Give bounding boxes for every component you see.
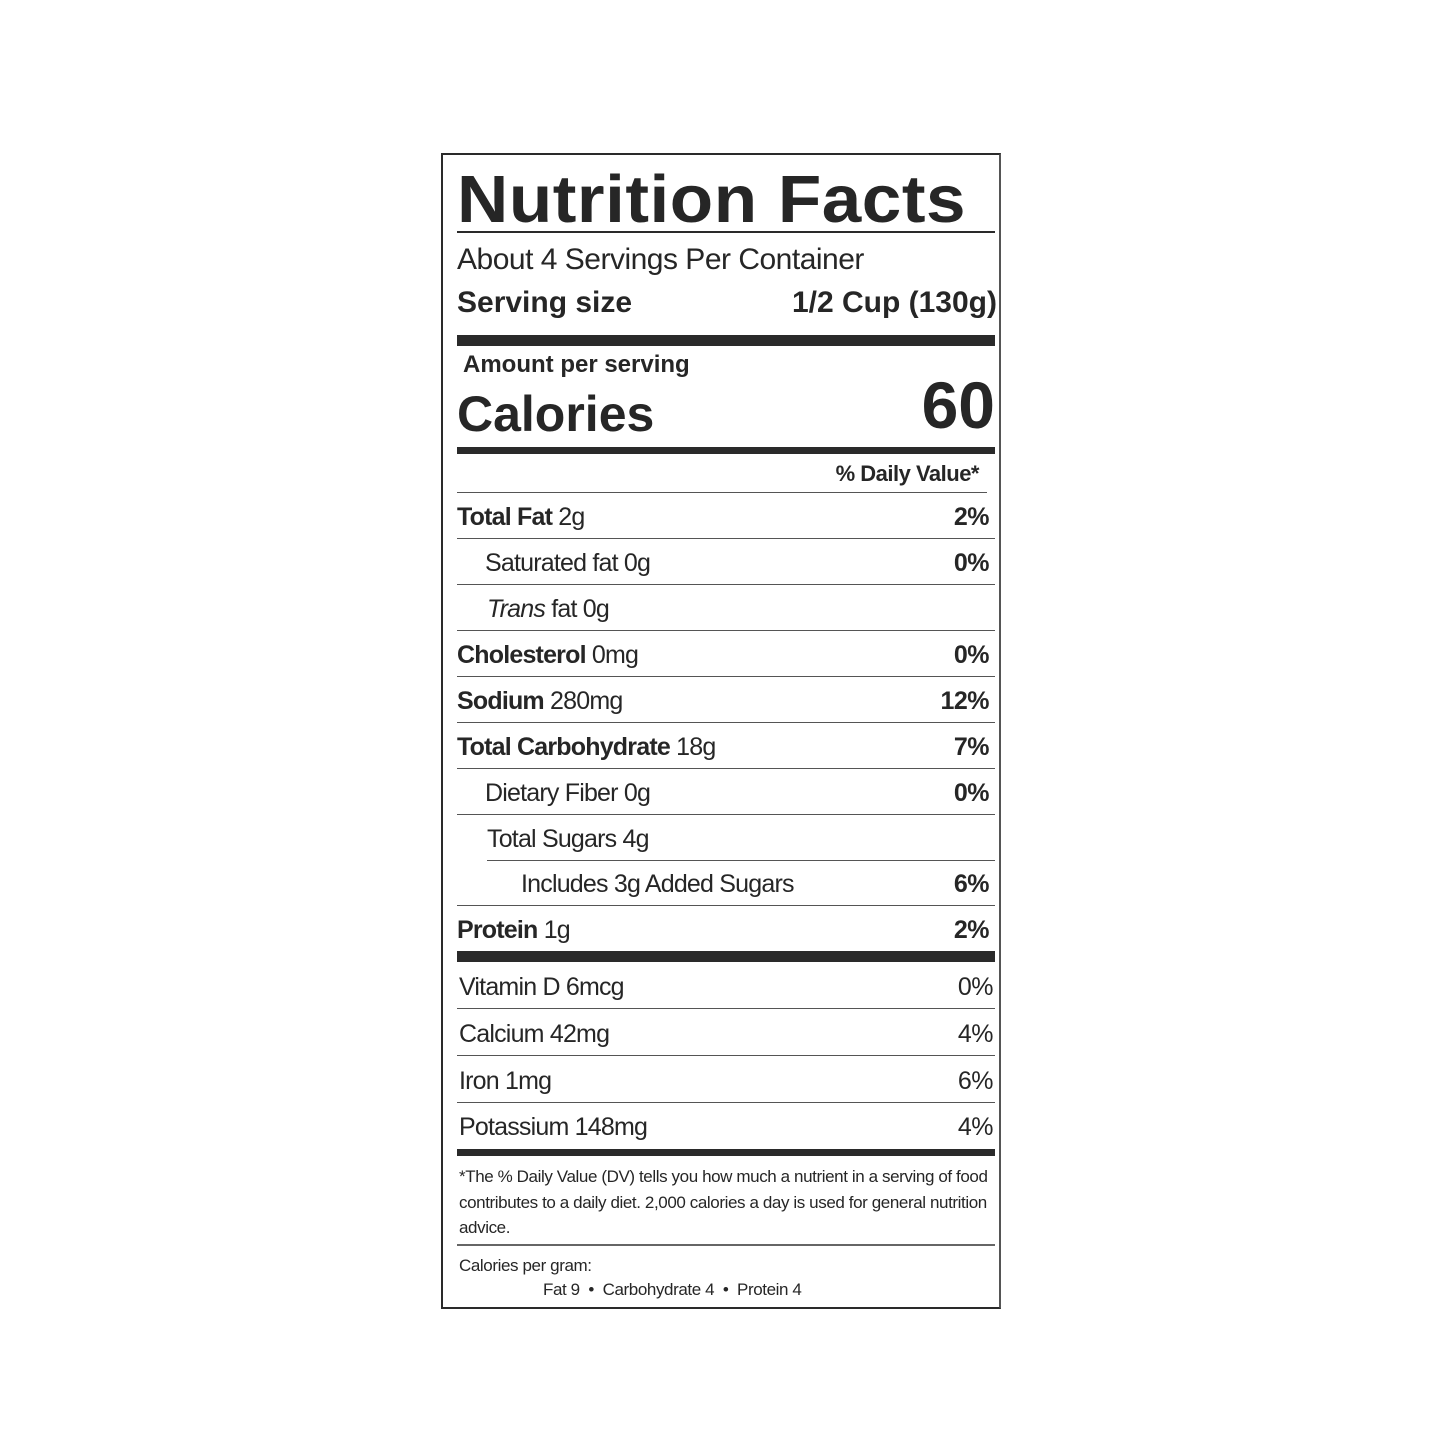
daily-value-footnote: *The % Daily Value (DV) tells you how mu… xyxy=(459,1167,988,1237)
vitamin-row-vitamin-d: Vitamin D 6mcg 0% xyxy=(457,962,995,1009)
nutrient-row-saturated-fat: Saturated fat 0g 0% xyxy=(457,539,995,585)
calories-label: Calories xyxy=(457,386,655,442)
daily-value-header: % Daily Value* xyxy=(835,461,980,486)
divider xyxy=(457,231,995,233)
serving-size-value: 1/2 Cup (130g) xyxy=(791,286,997,319)
medium-divider xyxy=(457,447,995,454)
label-title: Nutrition Facts xyxy=(457,162,967,237)
calories-per-gram-values: Fat 9 • Carbohydrate 4 • Protein 4 xyxy=(543,1280,802,1299)
nutrient-row-protein: Protein 1g 2% xyxy=(457,916,990,944)
nutrient-row-added-sugars: Includes 3g Added Sugars 6% xyxy=(457,860,995,906)
nutrient-row-dietary-fiber: Dietary Fiber 0g 0% xyxy=(457,769,995,815)
nutrient-row-total-sugars: Total Sugars 4g xyxy=(487,815,995,861)
nutrition-facts-label: Nutrition Facts About 4 Servings Per Con… xyxy=(441,153,1001,1309)
medium-divider xyxy=(457,1149,995,1156)
serving-size-label: Serving size xyxy=(457,286,633,319)
vitamin-row-calcium: Calcium 42mg 4% xyxy=(457,1009,995,1056)
vitamin-row-potassium: Potassium 148mg 4% xyxy=(459,1113,994,1141)
nutrient-row-total-carbohydrate: Total Carbohydrate 18g 7% xyxy=(457,723,995,769)
amount-per-serving: Amount per serving xyxy=(463,351,690,378)
servings-per-container: About 4 Servings Per Container xyxy=(457,243,864,276)
divider xyxy=(457,1244,995,1246)
calories-value: 60 xyxy=(921,368,995,442)
thick-divider xyxy=(457,335,995,346)
vitamin-row-iron: Iron 1mg 6% xyxy=(457,1056,995,1103)
nutrient-row-total-fat: Total Fat 2g 2% xyxy=(457,493,995,539)
nutrient-row-sodium: Sodium 280mg 12% xyxy=(457,677,995,723)
nutrient-row-cholesterol: Cholesterol 0mg 0% xyxy=(457,631,995,677)
calories-per-gram-label: Calories per gram: xyxy=(459,1256,592,1275)
thick-divider xyxy=(457,951,995,962)
nutrient-row-trans-fat: Trans fat 0g xyxy=(457,585,995,631)
